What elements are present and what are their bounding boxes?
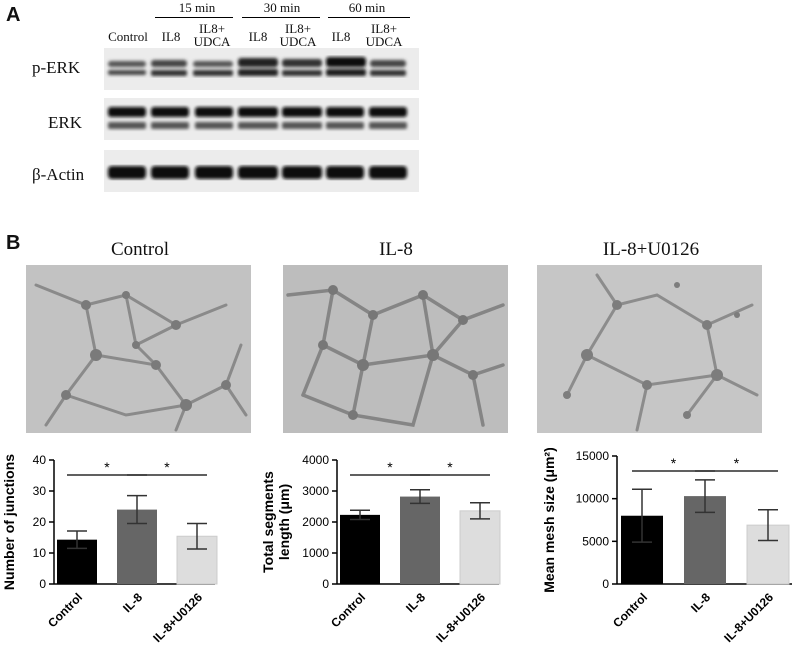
image-title-control: Control bbox=[110, 239, 170, 260]
chart-segment-length: 0 1000 2000 3000 4000 Total segmentslength (μ… bbox=[262, 453, 501, 645]
image-title-il8: IL-8 bbox=[379, 239, 413, 260]
y-tick-label: 0 bbox=[39, 577, 46, 591]
time-group-line bbox=[242, 17, 320, 18]
y-tick-label: 30 bbox=[33, 484, 47, 498]
y-tick-label: 10000 bbox=[576, 492, 610, 506]
chart-junctions: 0 10 20 30 40 Number of junctions Control IL-8 I… bbox=[1, 453, 218, 645]
time-group-line bbox=[155, 17, 233, 18]
x-tick-label: Control bbox=[328, 590, 368, 630]
bar bbox=[400, 496, 440, 584]
lane-label: IL8+ UDCA bbox=[365, 21, 403, 49]
lane-label: IL8+ UDCA bbox=[193, 21, 231, 49]
y-tick-label: 4000 bbox=[302, 453, 329, 467]
lane-label: IL8 bbox=[161, 29, 181, 44]
bar bbox=[459, 510, 501, 585]
significance-marker: * bbox=[447, 459, 453, 475]
y-tick-label: 3000 bbox=[302, 484, 329, 498]
micrograph-il8 bbox=[283, 265, 508, 433]
micrograph-il8-u0126 bbox=[537, 265, 762, 433]
time-group-line bbox=[328, 17, 410, 18]
y-tick-label: 0 bbox=[322, 577, 329, 591]
x-tick-label: Control bbox=[45, 590, 85, 630]
lane-label: IL8+ UDCA bbox=[279, 21, 317, 49]
western-blot-image bbox=[104, 48, 419, 192]
y-tick-label: 20 bbox=[33, 515, 47, 529]
significance-marker: * bbox=[671, 455, 677, 471]
y-tick-label: 5000 bbox=[582, 534, 609, 548]
panel-b-letter: B bbox=[6, 232, 21, 254]
significance-marker: * bbox=[104, 459, 110, 475]
y-axis-label: Mean mesh size (μm²) bbox=[541, 448, 557, 593]
significance-marker: * bbox=[734, 455, 740, 471]
lane-label: IL8 bbox=[331, 29, 351, 44]
panel-a-letter: A bbox=[6, 4, 21, 26]
x-tick-label: IL-8 bbox=[688, 590, 713, 615]
bar bbox=[340, 514, 380, 584]
x-tick-label: Control bbox=[610, 590, 650, 630]
y-axis-label: Total segmentslength (μm) bbox=[262, 471, 292, 573]
y-tick-label: 10 bbox=[33, 546, 47, 560]
micrograph-control bbox=[26, 265, 251, 433]
y-tick-label: 40 bbox=[33, 453, 47, 467]
blot-row-label: β-Actin bbox=[32, 165, 85, 184]
lane-label-control: Control bbox=[108, 29, 148, 44]
x-tick-label: IL-8+U0126 bbox=[433, 590, 488, 645]
y-tick-label: 15000 bbox=[576, 449, 610, 463]
chart-mesh-size: 0 5000 10000 15000 Mean mesh size (μm²) Contr… bbox=[541, 448, 792, 645]
blot-row-label: p-ERK bbox=[32, 58, 81, 77]
x-tick-label: IL-8+U0126 bbox=[721, 590, 776, 645]
image-title-il8-u0126: IL-8+U0126 bbox=[602, 239, 700, 260]
x-tick-label: IL-8 bbox=[403, 590, 428, 615]
y-tick-label: 2000 bbox=[302, 515, 329, 529]
time-group-15: 15 min bbox=[178, 0, 216, 15]
x-tick-label: IL-8+U0126 bbox=[150, 590, 205, 645]
x-tick-label: IL-8 bbox=[120, 590, 145, 615]
time-group-60: 60 min bbox=[348, 0, 386, 15]
y-tick-label: 1000 bbox=[302, 546, 329, 560]
lane-label: IL8 bbox=[248, 29, 268, 44]
blot-row-label: ERK bbox=[48, 113, 82, 132]
significance-marker: * bbox=[164, 459, 170, 475]
y-axis-label: Number of junctions bbox=[1, 454, 17, 590]
y-tick-label: 0 bbox=[602, 577, 609, 591]
significance-marker: * bbox=[387, 459, 393, 475]
time-group-30: 30 min bbox=[263, 0, 301, 15]
